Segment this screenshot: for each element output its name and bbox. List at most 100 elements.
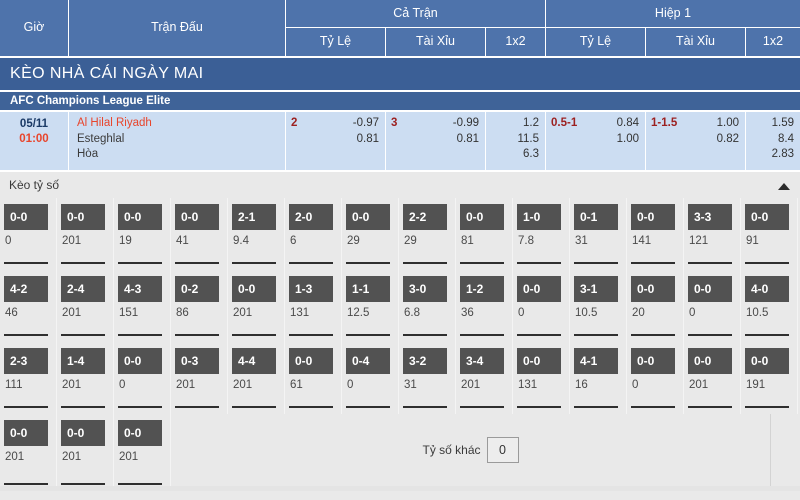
score-tile[interactable]: 0-0 [4,204,48,230]
full-match-handicap-cell[interactable]: 2 -0.97 0.81 [285,112,385,170]
score-cell[interactable]: 2-3 111 [0,342,57,414]
score-tile[interactable]: 0-0 [745,348,789,374]
score-tile[interactable]: 2-0 [289,204,333,230]
correct-score-section-header[interactable]: Kèo tỷ số [0,170,800,198]
score-cell[interactable]: 0-0 19 [114,198,171,270]
match-teams-cell[interactable]: Al Hilal Riyadh Esteghlal Hòa [68,112,285,170]
first-half-handicap-cell[interactable]: 0.5-1 0.84 1.00 [545,112,645,170]
score-tile[interactable]: 0-0 [688,348,732,374]
full-overunder-odd-under[interactable]: 0.81 [456,132,479,145]
score-tile[interactable]: 0-0 [631,204,675,230]
score-cell[interactable]: 1-1 12.5 [342,270,399,342]
full-match-1x2-cell[interactable]: 1.2 11.5 6.3 [485,112,545,170]
score-cell[interactable]: 0-4 0 [342,342,399,414]
score-cell[interactable]: 0-0 201 [114,414,171,491]
score-cell[interactable]: 1-3 131 [285,270,342,342]
score-tile[interactable]: 4-0 [745,276,789,302]
score-tile[interactable]: 0-0 [118,348,162,374]
score-tile[interactable]: 2-3 [4,348,48,374]
half-1x2-draw[interactable]: 8.4 [778,132,794,145]
score-tile[interactable]: 1-0 [517,204,561,230]
other-score-input[interactable] [486,437,519,463]
first-half-1x2-cell[interactable]: 1.59 8.4 2.83 [745,112,800,170]
half-1x2-away[interactable]: 2.83 [771,148,794,160]
score-tile[interactable]: 4-2 [4,276,48,302]
score-tile[interactable]: 0-0 [346,204,390,230]
score-cell[interactable]: 4-1 16 [570,342,627,414]
score-cell[interactable]: 2-1 9.4 [228,198,285,270]
score-tile[interactable]: 0-0 [517,276,561,302]
score-tile[interactable]: 1-2 [460,276,504,302]
score-cell[interactable]: 0-0 201 [228,270,285,342]
score-cell[interactable]: 0-0 81 [456,198,513,270]
score-cell[interactable]: 0-0 0 [513,270,570,342]
score-cell[interactable]: 2-2 29 [399,198,456,270]
score-cell[interactable]: 3-3 121 [684,198,741,270]
full-1x2-away[interactable]: 6.3 [523,148,539,160]
score-tile[interactable]: 0-0 [631,348,675,374]
score-tile[interactable]: 3-1 [574,276,618,302]
score-tile[interactable]: 2-2 [403,204,447,230]
full-1x2-draw[interactable]: 11.5 [517,132,539,145]
score-tile[interactable]: 0-0 [118,420,162,446]
score-cell[interactable]: 1-4 201 [57,342,114,414]
score-tile[interactable]: 2-1 [232,204,276,230]
score-cell[interactable]: 4-3 151 [114,270,171,342]
score-tile[interactable]: 0-0 [118,204,162,230]
full-handicap-odd-home[interactable]: -0.97 [352,117,379,129]
score-tile[interactable]: 0-0 [4,420,48,446]
score-tile[interactable]: 0-0 [460,204,504,230]
score-cell[interactable]: 2-0 6 [285,198,342,270]
score-cell[interactable]: 0-0 201 [0,414,57,491]
score-tile[interactable]: 0-0 [517,348,561,374]
full-overunder-odd-over[interactable]: -0.99 [452,117,479,129]
score-cell[interactable]: 0-0 201 [684,342,741,414]
score-tile[interactable]: 1-1 [346,276,390,302]
score-tile[interactable]: 1-3 [289,276,333,302]
score-tile[interactable]: 0-0 [688,276,732,302]
score-cell[interactable]: 0-0 141 [627,198,684,270]
half-1x2-home[interactable]: 1.59 [771,117,794,129]
score-cell[interactable]: 0-2 86 [171,270,228,342]
full-1x2-home[interactable]: 1.2 [523,117,539,129]
score-tile[interactable]: 0-0 [61,204,105,230]
score-cell[interactable]: 0-3 201 [171,342,228,414]
score-tile[interactable]: 1-4 [61,348,105,374]
score-tile[interactable]: 0-3 [175,348,219,374]
score-tile[interactable]: 4-3 [118,276,162,302]
score-tile[interactable]: 0-2 [175,276,219,302]
score-tile[interactable]: 0-0 [232,276,276,302]
score-tile[interactable]: 0-0 [289,348,333,374]
score-tile[interactable]: 0-4 [346,348,390,374]
score-tile[interactable]: 0-1 [574,204,618,230]
score-cell[interactable]: 0-0 0 [114,342,171,414]
score-cell[interactable]: 4-0 10.5 [741,270,798,342]
first-half-overunder-cell[interactable]: 1-1.5 1.00 0.82 [645,112,745,170]
half-overunder-odd-under[interactable]: 0.82 [716,132,739,145]
score-cell[interactable]: 0-0 131 [513,342,570,414]
score-tile[interactable]: 3-3 [688,204,732,230]
score-cell[interactable]: 1-0 7.8 [513,198,570,270]
score-cell[interactable]: 0-0 0 [684,270,741,342]
score-cell[interactable]: 0-0 29 [342,198,399,270]
caret-up-icon[interactable] [778,183,790,190]
score-tile[interactable]: 3-0 [403,276,447,302]
score-tile[interactable]: 3-4 [460,348,504,374]
score-tile[interactable]: 0-0 [61,420,105,446]
score-cell[interactable]: 0-0 61 [285,342,342,414]
half-handicap-odd-home[interactable]: 0.84 [616,117,639,129]
score-cell[interactable]: 0-0 191 [741,342,798,414]
score-cell[interactable]: 0-1 31 [570,198,627,270]
score-tile[interactable]: 0-0 [631,276,675,302]
half-overunder-odd-over[interactable]: 1.00 [716,117,739,129]
score-cell[interactable]: 0-0 41 [171,198,228,270]
score-tile[interactable]: 4-4 [232,348,276,374]
score-cell[interactable]: 3-1 10.5 [570,270,627,342]
score-tile[interactable]: 0-0 [745,204,789,230]
score-cell[interactable]: 0-0 20 [627,270,684,342]
score-cell[interactable]: 0-0 201 [57,198,114,270]
score-cell[interactable]: 3-2 31 [399,342,456,414]
full-match-overunder-cell[interactable]: 3 -0.99 0.81 [385,112,485,170]
score-cell[interactable]: 0-0 201 [57,414,114,491]
half-handicap-odd-away[interactable]: 1.00 [616,132,639,145]
